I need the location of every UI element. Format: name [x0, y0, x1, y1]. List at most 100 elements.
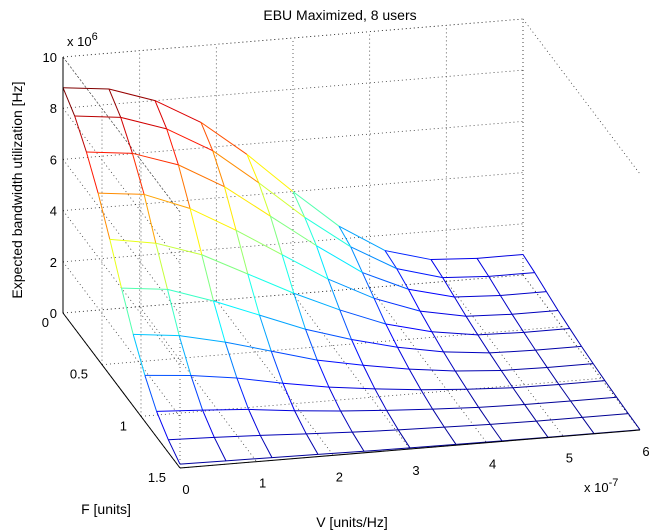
- surface-mesh-segment: [500, 370, 514, 389]
- surface-mesh-segment: [581, 346, 594, 364]
- surface-mesh-segment: [189, 208, 203, 255]
- surface-mesh-segment: [535, 349, 548, 368]
- surface-mesh-segment: [431, 331, 478, 336]
- surface-mesh-segment: [109, 239, 122, 289]
- surface-mesh-segment: [178, 164, 225, 188]
- surface-mesh-segment: [522, 254, 536, 273]
- surface-mesh-segment: [363, 364, 410, 370]
- surface-mesh-segment: [409, 443, 457, 449]
- surface-mesh-segment: [512, 387, 526, 405]
- surface-mesh-segment: [523, 332, 536, 351]
- surface-mesh-segment: [501, 366, 548, 371]
- surface-mesh-segment: [466, 388, 480, 408]
- surface-mesh-segment: [338, 225, 386, 252]
- surface-mesh-segment: [604, 380, 618, 398]
- surface-mesh-segment: [293, 293, 306, 330]
- axis-layer: 0 1 2 3 4 5 6 0 0.5 1 1.5 0 2 4 6 8 10: [42, 50, 649, 497]
- surface-mesh-segment: [397, 346, 444, 353]
- surface-mesh-segment: [315, 245, 329, 280]
- surface-mesh-segment: [271, 350, 318, 361]
- surface-mesh-segment: [442, 275, 489, 279]
- surface-mesh-segment: [166, 128, 213, 152]
- surface-mesh-segment: [476, 254, 524, 259]
- surface-mesh-segment: [512, 383, 559, 389]
- surface-mesh-segment: [535, 420, 549, 438]
- surface-mesh-segment: [109, 238, 156, 244]
- surface-mesh-segment: [408, 288, 455, 298]
- surface-mesh-segment: [430, 257, 478, 261]
- surface-mesh-segment: [570, 396, 617, 402]
- grid-line-back-z: [62, 172, 524, 211]
- surface-mesh-segment: [535, 345, 582, 351]
- surface-mesh-segment: [200, 121, 248, 155]
- surface-mesh-segment: [143, 193, 191, 210]
- surface-mesh-segment: [177, 164, 191, 209]
- surface-mesh-segment: [582, 413, 629, 418]
- surface-mesh-segment: [213, 300, 226, 343]
- surface-mesh-segment: [293, 292, 340, 311]
- surface-mesh-segment: [223, 186, 237, 231]
- y-tick-label: 1.5: [148, 470, 166, 485]
- surface-mesh-segment: [236, 377, 250, 410]
- surface-mesh-segment: [317, 359, 364, 366]
- box-edge: [62, 56, 181, 213]
- grid-line-side-z: [62, 107, 181, 264]
- x-tick-label: 6: [642, 444, 649, 459]
- surface-mesh-segment: [362, 365, 376, 390]
- surface-mesh-segment: [281, 254, 329, 280]
- chart-title: EBU Maximized, 8 users: [263, 7, 416, 23]
- surface-mesh-segment: [397, 346, 410, 370]
- surface-mesh-segment: [616, 396, 629, 414]
- surface-mesh-segment: [167, 288, 214, 302]
- surface-mesh-segment: [269, 216, 283, 255]
- surface-mesh-segment: [546, 367, 560, 385]
- surface-mesh-segment: [385, 323, 398, 348]
- surface-mesh-segment: [409, 368, 456, 372]
- x-tick-label: 2: [336, 469, 343, 484]
- surface-mesh-segment: [351, 339, 364, 366]
- surface-mesh-segment: [581, 417, 595, 434]
- surface-mesh-segment: [270, 215, 317, 247]
- surface-mesh-segment: [166, 128, 179, 166]
- surface-mesh-segment: [190, 375, 204, 411]
- surface-mesh-segment: [317, 450, 365, 455]
- surface-mesh-segment: [74, 115, 121, 118]
- surface-mesh-segment: [511, 314, 525, 333]
- grid-line-side-z: [62, 159, 181, 315]
- surface-mesh-segment: [557, 310, 571, 329]
- x-tick-label: 5: [566, 450, 573, 465]
- surface-mesh-segment: [477, 334, 490, 354]
- surface-mesh-segment: [282, 383, 296, 411]
- z-axis-label: Expected bandwidth utilization [Hz]: [9, 81, 25, 298]
- surface-mesh-segment: [292, 191, 306, 218]
- surface-mesh-segment: [305, 433, 319, 455]
- surface-mesh-segment: [62, 87, 110, 90]
- surface-mesh-segment: [327, 278, 341, 311]
- surface-mesh-segment: [384, 250, 432, 261]
- surface-mesh-segment: [444, 423, 491, 428]
- surface-mesh-segment: [386, 408, 433, 411]
- surface-mesh-segment: [168, 436, 215, 441]
- x-tick-label: 1: [259, 476, 266, 491]
- surface-mesh-segment: [351, 431, 365, 452]
- z-tick-label: 8: [50, 101, 57, 116]
- surface-mesh-segment: [477, 331, 524, 336]
- surface-mesh-segment: [201, 254, 214, 302]
- surface-mesh-segment: [627, 413, 641, 431]
- surface-mesh-segment: [167, 289, 180, 336]
- surface-mesh-segment: [396, 268, 409, 290]
- surface-mesh-segment: [373, 297, 421, 312]
- surface-mesh-segment: [339, 309, 386, 325]
- x-tick-label: 3: [412, 463, 419, 478]
- surface-mesh-segment: [592, 363, 606, 381]
- surface-mesh-segment: [247, 273, 294, 294]
- surface-mesh-segment: [407, 289, 421, 312]
- surface-mesh-segment: [155, 243, 168, 290]
- surface-mesh-segment: [179, 335, 226, 343]
- surface-mesh-segment: [524, 404, 537, 422]
- surface-mesh-segment: [154, 100, 202, 123]
- surface-mesh-segment: [259, 314, 272, 352]
- surface-mesh-segment: [294, 410, 307, 435]
- surface-mesh-segment: [396, 268, 443, 279]
